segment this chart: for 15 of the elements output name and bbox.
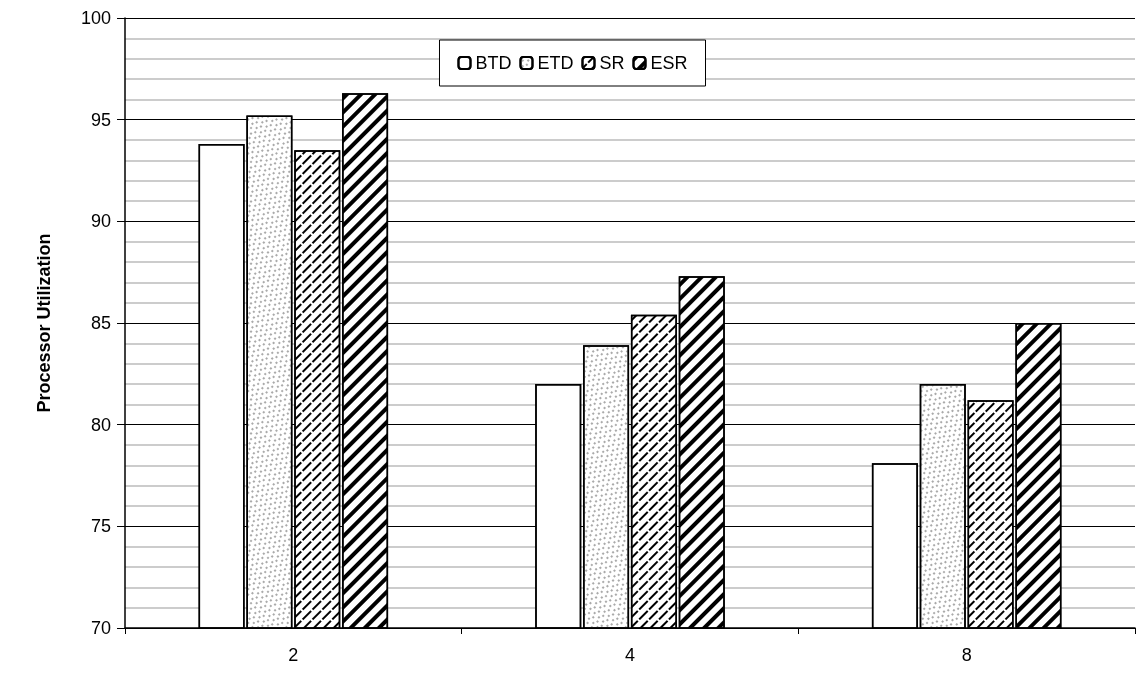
y-tick-label: 90 [90, 211, 111, 232]
legend-label: SR [599, 53, 625, 73]
x-tick-label: 4 [624, 645, 636, 665]
legend-label: ETD [537, 53, 574, 73]
legend-label: ESR [650, 53, 688, 73]
y-tick-label: 95 [90, 109, 111, 130]
y-tick-label: 80 [90, 414, 111, 435]
y-axis-title: Processor Utilization [34, 233, 54, 413]
x-tick-label: 8 [961, 645, 972, 665]
y-tick-label: 85 [90, 313, 111, 333]
legend-label: BTD [475, 53, 512, 73]
y-tick-label: 70 [90, 618, 111, 638]
y-tick-label: 100 [80, 8, 111, 28]
y-tick-label: 75 [90, 516, 111, 537]
x-tick-label: 2 [288, 645, 299, 665]
